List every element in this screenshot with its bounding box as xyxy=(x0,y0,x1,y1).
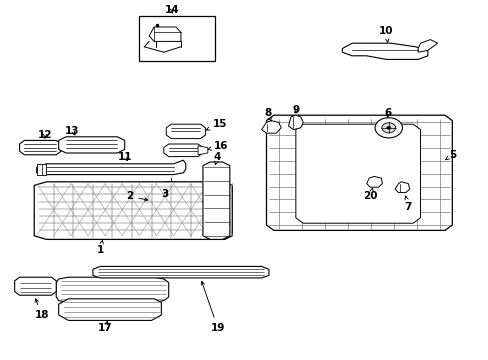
Polygon shape xyxy=(93,266,268,278)
Polygon shape xyxy=(149,27,181,41)
Polygon shape xyxy=(417,40,437,52)
Polygon shape xyxy=(154,198,168,205)
Polygon shape xyxy=(166,124,205,139)
Text: 14: 14 xyxy=(164,5,179,15)
Polygon shape xyxy=(266,115,451,230)
Polygon shape xyxy=(295,124,420,223)
Polygon shape xyxy=(288,115,303,130)
Circle shape xyxy=(374,118,402,138)
Bar xyxy=(139,16,215,61)
Polygon shape xyxy=(15,277,56,295)
Polygon shape xyxy=(37,164,46,175)
Text: 19: 19 xyxy=(201,282,224,333)
Text: 10: 10 xyxy=(378,26,393,42)
Text: 16: 16 xyxy=(207,141,228,151)
Polygon shape xyxy=(394,182,409,193)
Text: 18: 18 xyxy=(34,299,49,320)
Polygon shape xyxy=(261,121,281,133)
Polygon shape xyxy=(163,182,178,189)
Text: 7: 7 xyxy=(404,196,411,212)
Text: 3: 3 xyxy=(162,189,168,199)
Polygon shape xyxy=(203,162,229,239)
Polygon shape xyxy=(20,140,61,155)
Text: 2: 2 xyxy=(126,191,147,201)
Polygon shape xyxy=(59,137,124,153)
Polygon shape xyxy=(34,182,232,239)
Polygon shape xyxy=(163,144,203,157)
Text: 17: 17 xyxy=(98,320,112,333)
Circle shape xyxy=(381,123,395,133)
Text: 6: 6 xyxy=(384,108,390,118)
Text: 1: 1 xyxy=(97,240,103,255)
Text: 11: 11 xyxy=(117,152,132,162)
Polygon shape xyxy=(198,146,207,155)
Text: 4: 4 xyxy=(213,152,221,165)
Polygon shape xyxy=(59,299,161,320)
Text: 9: 9 xyxy=(292,105,299,115)
Text: 13: 13 xyxy=(65,126,80,136)
Circle shape xyxy=(386,126,390,129)
Polygon shape xyxy=(37,160,185,175)
Polygon shape xyxy=(366,176,382,187)
Text: 8: 8 xyxy=(264,108,271,121)
Text: 12: 12 xyxy=(38,130,52,140)
Polygon shape xyxy=(56,277,168,302)
Polygon shape xyxy=(342,43,427,59)
Text: 5: 5 xyxy=(445,150,455,160)
Text: 20: 20 xyxy=(363,188,377,201)
Text: 15: 15 xyxy=(206,119,227,130)
